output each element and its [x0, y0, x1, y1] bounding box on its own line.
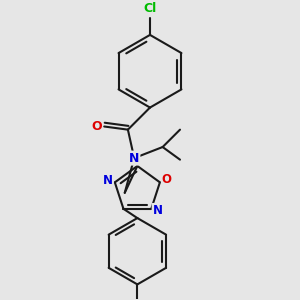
Text: N: N — [153, 204, 163, 217]
Text: N: N — [103, 174, 113, 187]
Text: O: O — [91, 120, 102, 133]
Text: N: N — [129, 152, 140, 165]
Text: O: O — [162, 173, 172, 186]
Text: Cl: Cl — [143, 2, 157, 15]
